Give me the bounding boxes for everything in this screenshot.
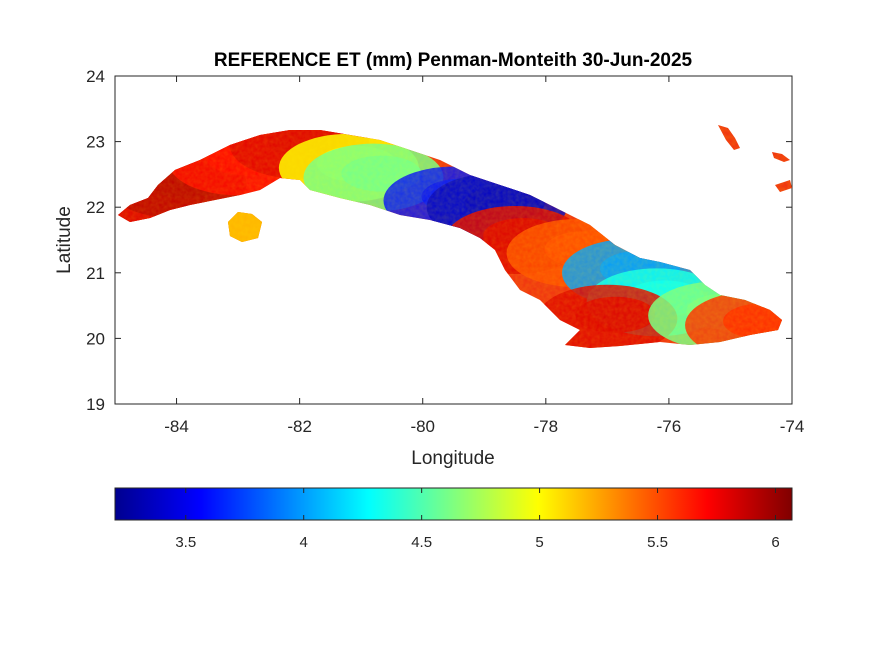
colorbar-tick-label: 5.5 (647, 534, 668, 551)
colorbar-tick-label: 4.5 (411, 534, 432, 551)
axes-frame (114, 75, 793, 405)
x-tick-label: -78 (534, 417, 559, 436)
x-tick-label: -82 (287, 417, 312, 436)
y-axis-label: Latitude (54, 206, 75, 274)
y-tick-label: 19 (86, 395, 105, 414)
x-axis-label: Longitude (411, 448, 494, 469)
y-tick-label: 20 (86, 329, 105, 348)
colorbar-gradient (114, 487, 793, 521)
x-tick-label: -80 (410, 417, 435, 436)
chart-title: REFERENCE ET (mm) Penman-Monteith 30-Jun… (214, 50, 693, 71)
y-tick-label: 21 (86, 264, 105, 283)
colorbar-tick-label: 6 (771, 534, 779, 551)
y-tick-label: 22 (86, 198, 105, 217)
y-tick-label: 24 (86, 67, 105, 86)
x-tick-label: -84 (164, 417, 189, 436)
x-axis-ticks: -84 -82 -80 -78 -76 -74 (164, 76, 804, 436)
y-axis-ticks: 19 20 21 22 23 24 (86, 67, 792, 414)
colorbar-tick-label: 5 (535, 534, 543, 551)
colorbar-ticks: 3.5 4 4.5 5 5.5 6 (175, 488, 780, 551)
colorbar-tick-label: 4 (300, 534, 308, 551)
x-tick-label: -76 (657, 417, 682, 436)
y-tick-label: 23 (86, 133, 105, 152)
x-tick-label: -74 (780, 417, 805, 436)
colorbar: 3.5 4 4.5 5 5.5 6 (114, 487, 793, 551)
colorbar-tick-label: 3.5 (175, 534, 196, 551)
